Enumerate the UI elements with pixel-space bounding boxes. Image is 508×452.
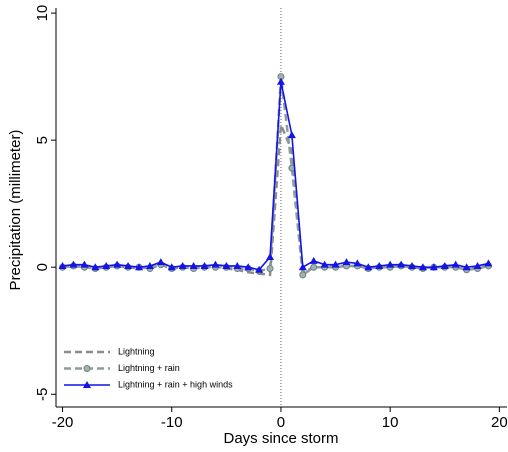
y-tick-label: -5 bbox=[34, 388, 51, 401]
x-tick-label: -10 bbox=[161, 414, 183, 431]
x-tick-label: 10 bbox=[382, 414, 399, 431]
x-axis-label: Days since storm bbox=[223, 430, 338, 447]
marker bbox=[342, 258, 351, 266]
marker bbox=[299, 271, 307, 279]
marker bbox=[211, 260, 220, 268]
marker bbox=[134, 263, 143, 271]
marker bbox=[310, 263, 318, 271]
marker bbox=[309, 256, 318, 264]
marker bbox=[429, 263, 438, 271]
marker bbox=[58, 261, 67, 269]
y-axis-label: Precipitation (millimeter) bbox=[7, 130, 24, 291]
x-tick-label: 0 bbox=[277, 414, 285, 431]
marker bbox=[298, 263, 307, 271]
marker bbox=[156, 258, 165, 266]
legend-label: Lightning + rain bbox=[118, 363, 180, 373]
legend-marker bbox=[83, 381, 91, 388]
marker bbox=[287, 131, 296, 139]
marker bbox=[276, 77, 285, 85]
series-line bbox=[62, 124, 489, 277]
legend-marker bbox=[83, 365, 91, 372]
marker bbox=[91, 263, 100, 271]
series bbox=[58, 77, 493, 273]
legend-label: Lightning + rain + high winds bbox=[118, 379, 233, 389]
y-tick-label: 10 bbox=[34, 5, 51, 22]
x-tick-label: 20 bbox=[491, 414, 508, 431]
y-tick-label: 5 bbox=[34, 136, 51, 144]
marker bbox=[80, 260, 89, 268]
marker bbox=[167, 263, 176, 271]
marker bbox=[462, 263, 471, 271]
marker bbox=[320, 260, 329, 268]
marker bbox=[353, 259, 362, 267]
marker bbox=[189, 261, 198, 269]
series bbox=[62, 124, 489, 277]
marker bbox=[266, 253, 275, 261]
marker bbox=[397, 260, 406, 268]
marker bbox=[69, 260, 78, 268]
marker bbox=[178, 261, 187, 269]
marker bbox=[145, 261, 154, 269]
marker bbox=[375, 261, 384, 269]
legend-label: Lightning bbox=[118, 346, 155, 356]
marker bbox=[484, 259, 493, 267]
series-line bbox=[62, 81, 489, 271]
marker bbox=[102, 261, 111, 269]
marker bbox=[473, 261, 482, 269]
marker bbox=[255, 265, 264, 273]
marker bbox=[222, 261, 231, 269]
marker bbox=[266, 264, 274, 272]
marker bbox=[113, 260, 122, 268]
marker bbox=[200, 261, 209, 269]
marker bbox=[440, 261, 449, 269]
marker bbox=[407, 261, 416, 269]
marker bbox=[233, 261, 242, 269]
x-tick-label: -20 bbox=[52, 414, 74, 431]
marker bbox=[331, 260, 340, 268]
marker bbox=[451, 260, 460, 268]
marker bbox=[364, 263, 373, 271]
marker bbox=[418, 263, 427, 271]
marker bbox=[124, 261, 133, 269]
y-tick-label: 0 bbox=[34, 263, 51, 271]
marker bbox=[244, 263, 253, 271]
marker bbox=[386, 260, 395, 268]
